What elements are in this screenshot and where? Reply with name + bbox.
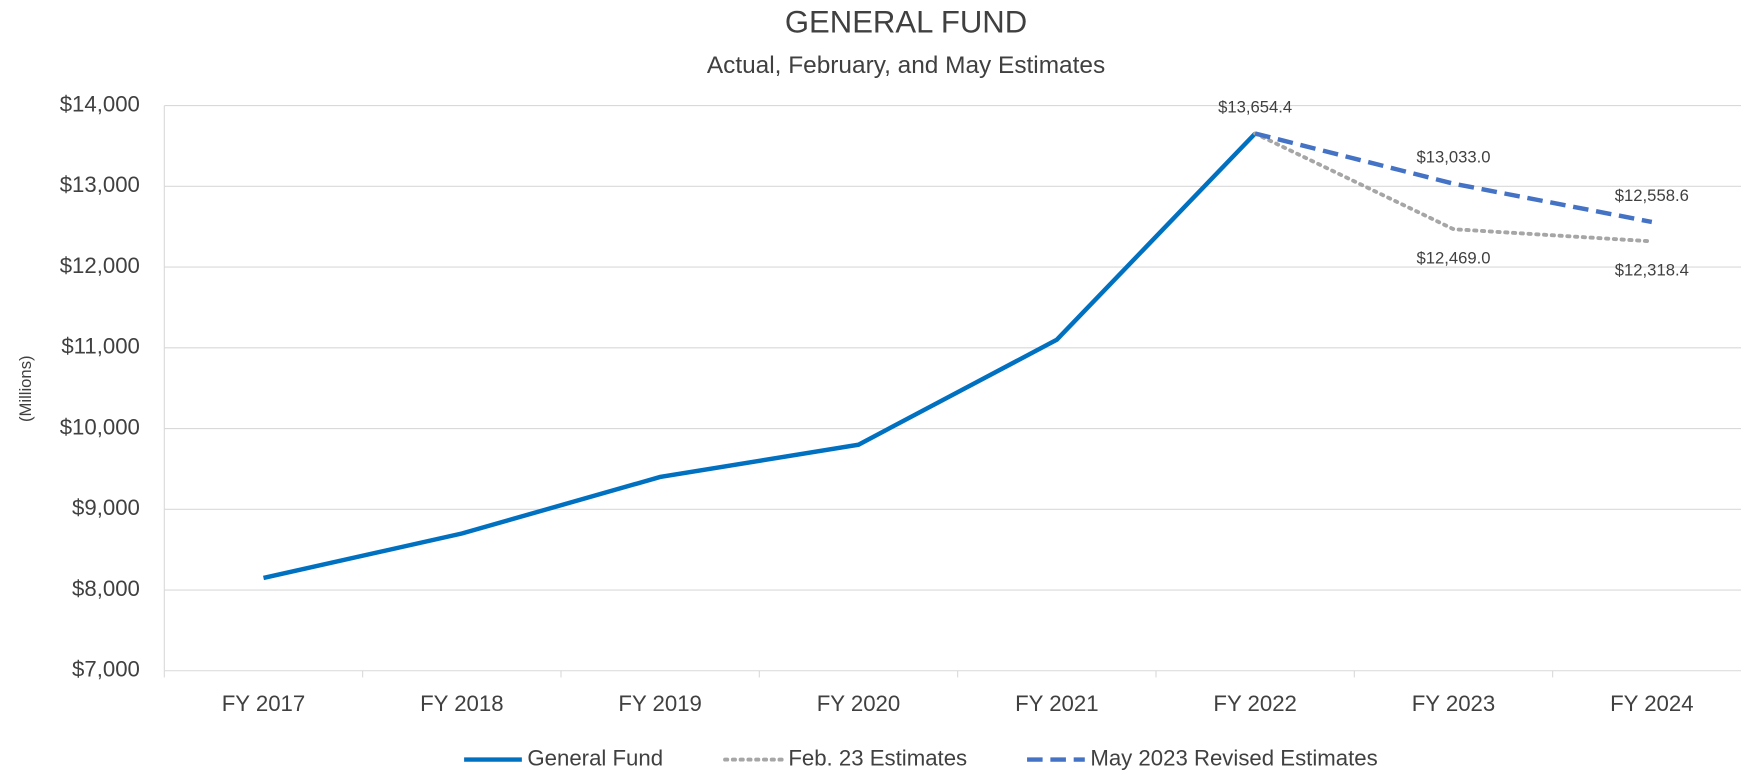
x-tick-label: FY 2021 (1015, 691, 1098, 716)
series-line (263, 131, 1257, 581)
data-label: $12,469.0 (1416, 249, 1490, 268)
data-label: $13,033.0 (1416, 148, 1490, 167)
y-tick-label: $7,000 (72, 657, 140, 682)
legend-label: May 2023 Revised Estimates (1090, 745, 1377, 770)
data-label: $13,654.4 (1218, 97, 1292, 116)
y-tick-label: $10,000 (60, 414, 140, 439)
y-tick-label: $11,000 (61, 334, 140, 359)
x-tick-label: FY 2019 (618, 691, 701, 716)
x-tick-label: FY 2018 (420, 691, 503, 716)
legend-label: General Fund (527, 745, 663, 770)
x-tick-label: FY 2020 (817, 691, 900, 716)
x-tick-label: FY 2022 (1213, 691, 1296, 716)
y-tick-label: $13,000 (60, 172, 140, 197)
data-label: $12,318.4 (1615, 261, 1689, 280)
y-tick-label: $9,000 (72, 495, 140, 520)
series-line (1254, 131, 1653, 225)
series-line (1253, 131, 1654, 244)
x-tick-label: FY 2017 (222, 691, 305, 716)
x-tick-label: FY 2023 (1412, 691, 1495, 716)
y-axis-label: (Millions) (16, 355, 35, 422)
y-tick-label: $8,000 (72, 576, 140, 601)
y-tick-label: $12,000 (60, 253, 140, 278)
y-tick-label: $14,000 (60, 91, 140, 116)
x-tick-label: FY 2024 (1610, 691, 1693, 716)
data-label: $12,558.6 (1615, 186, 1689, 205)
legend-label: Feb. 23 Estimates (788, 745, 967, 770)
chart-title: GENERAL FUND (785, 5, 1027, 40)
chart-subtitle: Actual, February, and May Estimates (707, 52, 1105, 79)
